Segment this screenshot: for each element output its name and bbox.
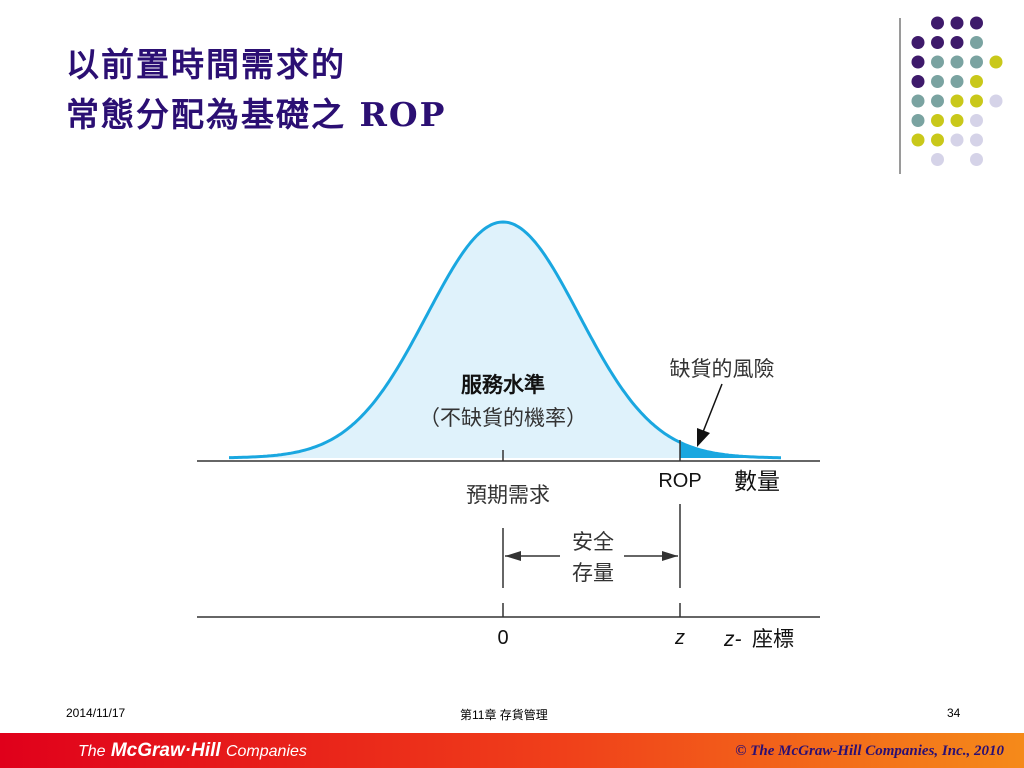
decorative-dot [970,75,983,88]
z-axis-label: 座標 [752,627,794,651]
rop-label: ROP [658,470,701,492]
decorative-dot [970,36,983,49]
footer-chapter: 第11章 存貨管理 [460,708,548,722]
z-axis-italic-label: z- [723,628,742,651]
footer-page-number: 34 [947,706,961,720]
brand-companies: Companies [225,743,307,760]
decorative-dot [911,55,925,69]
service-level-area [229,222,680,458]
decorative-dot [970,55,983,69]
normal-distribution-diagram: 服務水準 （不缺貨的機率） 缺貨的風險 預期需求 ROP 數量 安全 存量 0 … [197,220,820,651]
decorative-dot [970,153,983,166]
stockout-pointer-line [702,383,723,433]
title-line-1: 以前置時間需求的 [66,45,346,84]
arrowhead-right [662,551,678,561]
decorative-dot [950,36,964,49]
arrowhead-left [505,551,521,561]
brand-the: The [78,743,106,760]
decorative-dot [989,55,1003,69]
safety-stock-label-1: 安全 [572,530,614,554]
stockout-pointer-arrowhead [697,428,710,447]
decorative-dot [950,16,964,30]
z-zero-label: 0 [497,627,508,649]
decorative-dot [950,55,964,69]
decorative-dot [950,75,964,88]
bell-curve [229,220,781,460]
decorative-dot [970,16,983,30]
decorative-dot [931,114,944,127]
z-value-label: z [674,627,685,649]
decorative-dot [950,94,964,108]
decorative-dot [931,36,944,49]
decorative-dot [950,133,964,147]
decorative-dot [911,75,925,88]
decorative-dot-grid [911,16,1003,166]
expected-demand-label: 預期需求 [466,483,550,507]
footer-date: 2014/11/17 [66,706,126,720]
decorative-dot [989,94,1003,108]
decorative-dot [911,114,925,127]
decorative-dot [931,153,944,166]
decorative-dot [931,16,944,30]
service-level-label: 服務水準 [461,373,545,397]
decorative-dot [970,114,983,127]
decorative-dot [911,94,925,108]
safety-stock-label-2: 存量 [572,561,614,585]
decorative-dot [931,55,944,69]
title-line-2: 常態分配為基礎之 ROP [66,95,447,134]
decorative-dot [931,133,944,147]
copyright-notice: © The McGraw-Hill Companies, Inc., 2010 [735,743,1004,759]
quantity-label: 數量 [734,469,780,495]
footer-bar [0,733,1024,768]
decorative-dot [911,133,925,147]
decorative-dot [931,94,944,108]
decorative-dot [970,94,983,108]
service-level-sub-label: （不缺貨的機率） [419,406,587,430]
stockout-risk-area [680,442,781,458]
publisher-logo: The McGraw·Hill Companies [78,740,307,762]
stockout-risk-label: 缺貨的風險 [670,357,775,381]
decorative-dot [931,75,944,88]
decorative-dot [911,36,925,49]
brand-name: McGraw·Hill [110,740,221,761]
decorative-dot [970,133,983,147]
decorative-divider [899,18,901,174]
decorative-dot [950,114,964,127]
slide-title: 以前置時間需求的 常態分配為基礎之 ROP [66,40,446,140]
